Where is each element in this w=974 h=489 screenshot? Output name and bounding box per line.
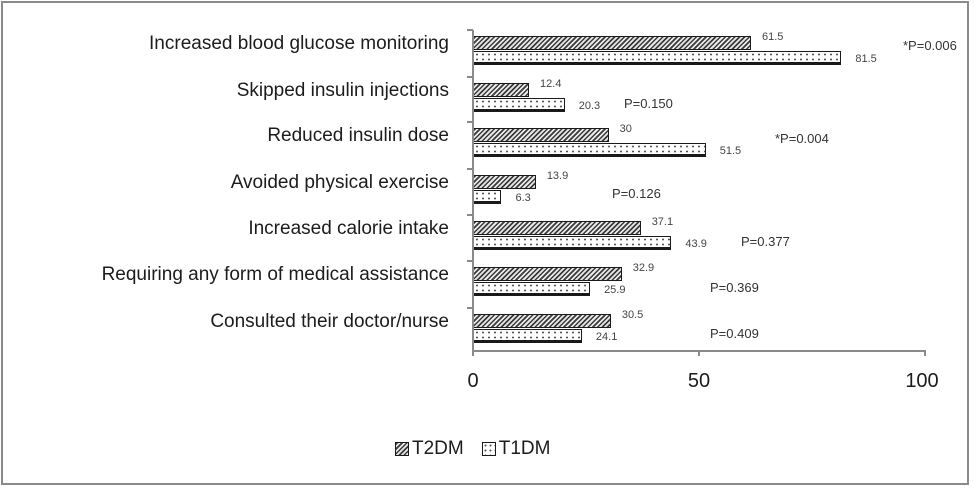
bar-t2dm — [473, 128, 609, 142]
category-label: Avoided physical exercise — [230, 172, 449, 193]
bar-t1dm — [473, 329, 582, 343]
category-label: Skipped insulin injections — [236, 80, 449, 101]
x-tick — [472, 350, 474, 356]
data-label: 30 — [619, 123, 632, 135]
data-label: 6.3 — [515, 192, 531, 204]
y-tick — [467, 307, 473, 309]
dotted-swatch-icon — [481, 442, 496, 456]
p-value-annotation: *P=0.004 — [775, 131, 829, 146]
legend-item-t2dm: T2DM — [395, 438, 464, 460]
bar-t1dm — [473, 51, 842, 65]
x-tick-label: 100 — [905, 370, 939, 392]
data-label: 12.4 — [540, 78, 562, 90]
data-label: 25.9 — [604, 284, 626, 296]
legend-item-t1dm: T1DM — [481, 438, 551, 460]
x-tick — [698, 350, 700, 356]
p-value-annotation: P=0.409 — [710, 326, 759, 341]
data-label: 43.9 — [685, 238, 707, 250]
bar-t2dm — [473, 36, 751, 50]
y-axis — [472, 30, 474, 352]
p-value-annotation: P=0.150 — [624, 96, 673, 111]
data-label: 37.1 — [651, 216, 674, 228]
bar-t2dm — [473, 267, 622, 281]
data-label: 61.5 — [761, 31, 784, 43]
bar-t1dm — [473, 190, 502, 204]
x-tick-label: 0 — [467, 370, 479, 392]
y-tick — [467, 260, 473, 262]
y-tick — [467, 168, 473, 170]
category-label: Increased calorie intake — [248, 218, 449, 239]
category-label: Increased blood glucose monitoring — [149, 33, 449, 54]
y-tick — [467, 214, 473, 216]
p-value-annotation: P=0.377 — [741, 234, 790, 249]
y-tick — [467, 76, 473, 78]
bar-t1dm — [473, 236, 672, 250]
p-value-annotation: P=0.369 — [710, 280, 759, 295]
data-label: 81.5 — [855, 53, 877, 65]
category-label: Requiring any form of medical assistance — [101, 264, 449, 285]
p-value-annotation: P=0.126 — [612, 186, 661, 201]
data-label: 30.5 — [621, 309, 644, 321]
x-tick-label: 50 — [687, 370, 711, 392]
data-label: 51.5 — [719, 145, 742, 157]
category-label: Reduced insulin dose — [267, 125, 449, 146]
bar-t2dm — [473, 83, 530, 97]
legend-label: T2DM — [412, 438, 464, 459]
hatch-swatch-icon — [395, 442, 409, 456]
bar-t1dm — [473, 98, 565, 112]
legend: T2DM T1DM — [395, 438, 550, 460]
data-label: 24.1 — [595, 331, 618, 343]
bar-t1dm — [473, 282, 591, 296]
legend-label: T1DM — [498, 438, 551, 459]
y-tick — [467, 121, 473, 123]
bar-t2dm — [473, 175, 536, 189]
p-value-annotation: *P=0.006 — [903, 38, 957, 53]
data-label: 13.9 — [546, 170, 569, 182]
data-label: 20.3 — [578, 100, 601, 112]
category-label: Consulted their doctor/nurse — [210, 311, 449, 332]
bar-t2dm — [473, 221, 641, 235]
bar-t1dm — [473, 143, 706, 157]
bar-t2dm — [473, 314, 611, 328]
data-label: 32.9 — [632, 262, 655, 274]
y-tick — [467, 29, 473, 31]
x-tick — [924, 350, 926, 356]
